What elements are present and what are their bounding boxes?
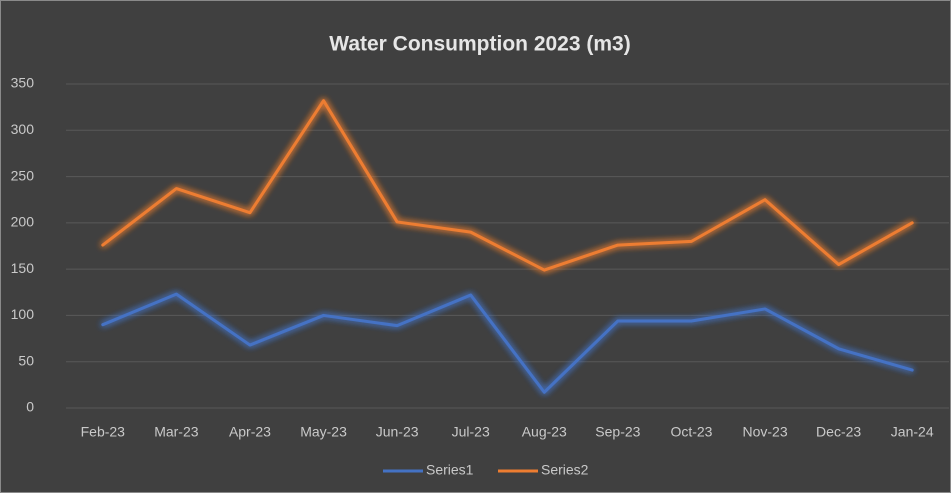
- x-tick-label: Oct-23: [670, 424, 712, 440]
- y-tick-label: 200: [11, 214, 35, 230]
- chart-title: Water Consumption 2023 (m3): [329, 33, 630, 56]
- x-tick-label: Apr-23: [229, 424, 271, 440]
- x-tick-label: Aug-23: [522, 424, 567, 440]
- x-tick-label: May-23: [300, 424, 347, 440]
- x-tick-label: Sep-23: [595, 424, 640, 440]
- x-tick-label: Dec-23: [816, 424, 861, 440]
- x-tick-label: Jun-23: [376, 424, 419, 440]
- legend-label: Series1: [426, 462, 474, 478]
- y-tick-label: 100: [11, 306, 35, 322]
- y-tick-label: 0: [26, 399, 34, 415]
- series-line: [101, 99, 914, 272]
- x-tick-label: Jan-24: [891, 424, 934, 440]
- x-tick-label: Nov-23: [742, 424, 787, 440]
- legend-label: Series2: [541, 462, 589, 478]
- series-line: [101, 292, 914, 394]
- x-tick-label: Feb-23: [81, 424, 126, 440]
- y-tick-label: 50: [18, 352, 34, 368]
- x-tick-label: Jul-23: [452, 424, 490, 440]
- x-tick-label: Mar-23: [154, 424, 199, 440]
- y-tick-label: 250: [11, 167, 35, 183]
- y-tick-label: 300: [11, 121, 35, 137]
- y-tick-label: 150: [11, 260, 35, 276]
- y-tick-label: 350: [11, 75, 35, 91]
